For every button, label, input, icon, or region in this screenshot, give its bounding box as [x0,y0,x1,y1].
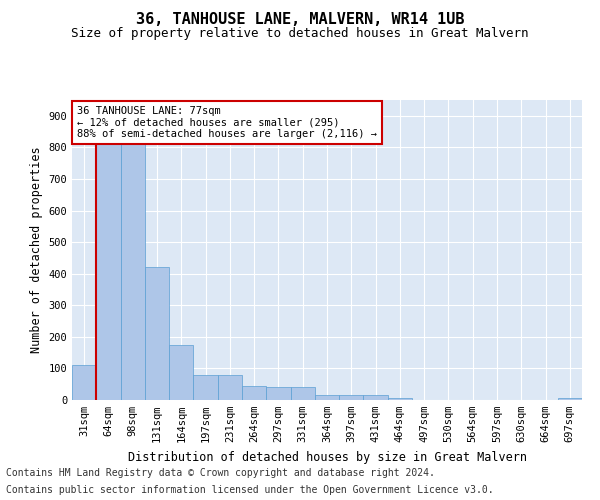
Bar [315,395,339,400]
Bar [364,396,388,400]
Bar [121,127,145,400]
Bar [193,374,218,400]
X-axis label: Distribution of detached houses by size in Great Malvern: Distribution of detached houses by size … [128,450,527,464]
Bar [388,398,412,400]
Bar [290,388,315,400]
Text: Size of property relative to detached houses in Great Malvern: Size of property relative to detached ho… [71,28,529,40]
Bar [339,396,364,400]
Bar [558,398,582,400]
Bar [145,268,169,400]
Bar [72,366,96,400]
Bar [96,126,121,400]
Text: Contains public sector information licensed under the Open Government Licence v3: Contains public sector information licen… [6,485,494,495]
Text: 36 TANHOUSE LANE: 77sqm
← 12% of detached houses are smaller (295)
88% of semi-d: 36 TANHOUSE LANE: 77sqm ← 12% of detache… [77,106,377,139]
Bar [266,388,290,400]
Text: Contains HM Land Registry data © Crown copyright and database right 2024.: Contains HM Land Registry data © Crown c… [6,468,435,477]
Y-axis label: Number of detached properties: Number of detached properties [30,146,43,354]
Text: 36, TANHOUSE LANE, MALVERN, WR14 1UB: 36, TANHOUSE LANE, MALVERN, WR14 1UB [136,12,464,28]
Bar [218,374,242,400]
Bar [169,344,193,400]
Bar [242,386,266,400]
